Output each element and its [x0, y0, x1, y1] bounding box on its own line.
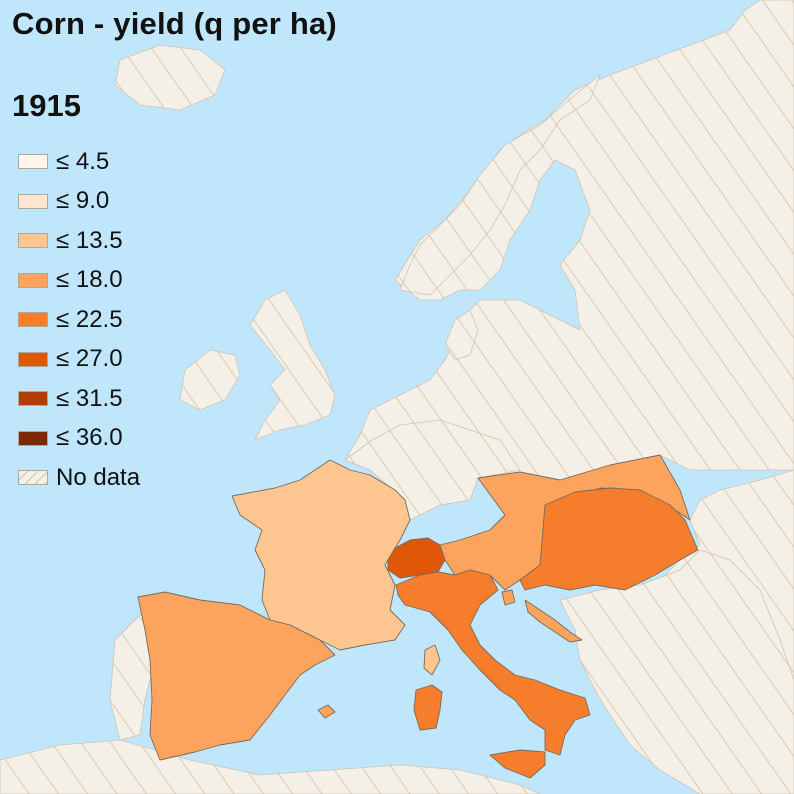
legend-item: ≤ 18.0 [18, 261, 140, 301]
region-italy [395, 569, 591, 756]
legend-label: ≤ 22.5 [56, 305, 123, 333]
legend-item: ≤ 22.5 [18, 300, 140, 340]
legend: ≤ 4.5 ≤ 9.0 ≤ 13.5 ≤ 18.0 ≤ 22.5 ≤ 27.0 ≤ 31.5… [18, 142, 140, 498]
legend-label: ≤ 36.0 [56, 424, 123, 452]
region-corsica [423, 644, 441, 676]
legend-item: ≤ 27.0 [18, 340, 140, 380]
region-spain [137, 591, 336, 761]
legend-swatch [18, 312, 48, 328]
legend-label: ≤ 31.5 [56, 384, 123, 412]
legend-swatch [18, 193, 48, 209]
legend-label: No data [56, 463, 141, 491]
legend-swatch [18, 272, 48, 288]
legend-swatch [18, 391, 48, 407]
legend-label: ≤ 9.0 [56, 187, 110, 215]
legend-swatch [18, 233, 48, 249]
norway-coast [399, 73, 601, 296]
region-france [231, 459, 411, 651]
ireland [179, 349, 241, 411]
legend-label: ≤ 27.0 [56, 345, 123, 373]
legend-item: ≤ 4.5 [18, 142, 140, 182]
region-sicily [489, 749, 546, 779]
legend-item: No data [18, 458, 140, 498]
balkans [559, 549, 794, 794]
legend-label: ≤ 4.5 [56, 147, 110, 175]
north-africa [0, 739, 541, 794]
great-britain [249, 289, 336, 441]
iceland [114, 44, 226, 111]
map-year: 1915 [12, 88, 81, 123]
region-sardinia [413, 684, 443, 731]
legend-item: ≤ 36.0 [18, 419, 140, 459]
region-hungary [519, 487, 699, 591]
legend-label: ≤ 13.5 [56, 226, 123, 254]
data-regions [137, 454, 699, 779]
legend-item: ≤ 13.5 [18, 221, 140, 261]
legend-swatch [18, 470, 48, 486]
legend-item: ≤ 9.0 [18, 182, 140, 222]
region-balearics [317, 704, 336, 719]
legend-swatch [18, 430, 48, 446]
region-dalmatia [524, 599, 583, 643]
map-title: Corn - yield (q per ha) [12, 6, 337, 41]
legend-swatch [18, 351, 48, 367]
legend-swatch [18, 154, 48, 170]
legend-label: ≤ 18.0 [56, 266, 123, 294]
jutland [444, 309, 479, 361]
region-istria [501, 589, 516, 606]
legend-item: ≤ 31.5 [18, 379, 140, 419]
